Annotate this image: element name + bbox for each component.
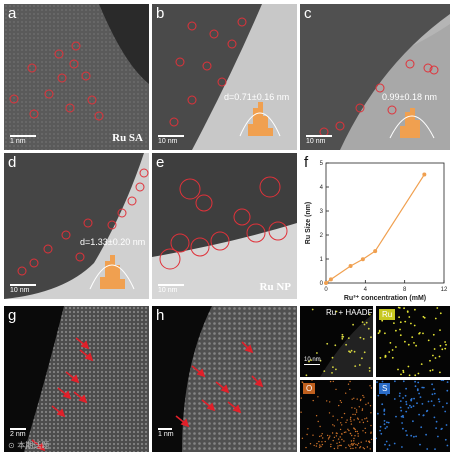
y-tick-label: 0 [320,281,324,287]
panel-label: g [8,307,17,324]
x-tick-label: 4 [364,287,368,293]
scale-bar: 1 nm [158,428,174,438]
size-annotation: d=0.71±0.16 nm [224,92,290,102]
panel-b: b d=0.71±0.16 nm 10 nm [152,4,297,150]
panel-label: f [304,154,309,171]
x-axis-label: Ru³⁺ concentration (mM) [344,295,426,302]
data-point [422,172,427,177]
panel-g: g 2 nm ⊙ 本期话题 [4,306,149,452]
y-tick-label: 2 [320,233,324,239]
panel-a-image [4,4,149,150]
scale-bar: 1 nm [10,135,36,145]
element-badge: Ru [379,309,396,320]
panel-label: c [304,5,312,22]
plot-frame [325,162,445,284]
panel-f: f 0 4 8 12 0 1 2 3 4 5 Ru Size (nm) Ru³⁺ concentrat… [300,153,450,303]
panel-d-image [4,153,149,299]
panel-e-image [152,153,297,299]
size-annotation: 0.99±0.18 nm [382,92,437,102]
data-point [324,281,328,285]
panel-i: i Ru + HAADF 10 nm Ru O S [300,306,450,452]
y-tick-label: 1 [320,257,324,263]
y-tick-label: 5 [320,161,324,167]
size-histogram [89,255,135,290]
panel-label: e [156,154,165,171]
data-point [373,249,378,254]
eds-map-ru: Ru [376,306,450,377]
y-tick-label: 4 [320,185,324,191]
data-line [325,174,425,284]
panel-label: a [8,5,17,22]
watermark: ⊙ 本期话题 [8,441,50,450]
element-badge: S [379,383,391,394]
x-tick-label: 0 [324,287,328,293]
panel-c-image [300,4,450,150]
data-point [360,257,365,262]
y-axis-label: Ru Size (nm) [305,202,312,244]
y-tick-label: 3 [320,209,324,215]
x-tick-label: 8 [403,287,407,293]
element-badge: O [303,383,316,394]
eds-map-s: S [376,380,450,452]
panel-label: h [156,307,165,324]
sample-tag: Ru SA [112,132,143,144]
panel-h-image [152,306,297,452]
scale-bar [304,363,320,365]
data-point [348,263,353,268]
scale-bar: 10 nm [10,284,36,294]
sample-tag: Ru NP [259,281,291,293]
eds-map-ru-haadf: Ru + HAADF 10 nm [300,306,373,377]
scale-bar: 2 nm [10,428,26,438]
panel-h: h 1 nm [152,306,297,452]
panel-d: d d=1.33±0.20 nm 10 nm [4,153,149,299]
size-annotation: d=1.33±0.20 nm [80,237,146,247]
panel-c: c 0.99±0.18 nm 10 nm [300,4,450,150]
panel-b-image [152,4,297,150]
data-point [328,277,333,282]
scale-label: 10 nm [304,357,321,363]
scale-bar: 10 nm [158,135,184,145]
panel-e: e 10 nm Ru NP [152,153,297,299]
map-label: Ru + HAADF [326,308,373,317]
x-tick-label: 12 [441,287,448,293]
scale-bar: 10 nm [158,284,184,294]
size-histogram [389,108,435,139]
panel-g-image [4,306,149,452]
eds-map-o: O [300,380,373,452]
size-histogram [239,102,281,137]
panel-a: a 1 nm Ru SA [4,4,149,150]
panel-label: b [156,5,165,22]
panel-label: d [8,154,17,171]
scale-bar: 10 nm [306,135,332,145]
